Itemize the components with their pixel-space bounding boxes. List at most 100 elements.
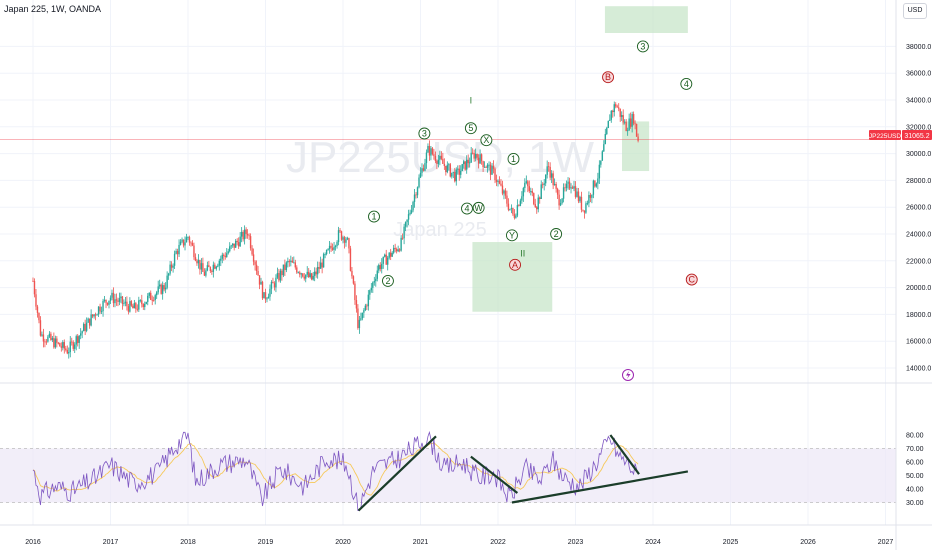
candle-body [360, 318, 362, 320]
candle-body [319, 262, 322, 269]
candle-body [71, 341, 73, 343]
candle-body [339, 230, 341, 232]
candle-body [33, 281, 36, 295]
candle-body [479, 154, 481, 164]
candle-body [376, 270, 378, 279]
candle-body [398, 249, 401, 251]
candle-body [434, 156, 437, 161]
candle-body [471, 152, 474, 154]
candle-body [229, 246, 231, 252]
candle-body [245, 229, 247, 234]
candle-body [506, 195, 508, 204]
candle-body [193, 245, 195, 258]
candle-body [574, 186, 577, 197]
candle-body [166, 275, 168, 288]
candle-body [164, 287, 167, 290]
lightning-icon[interactable] [622, 369, 634, 381]
candle-body [78, 335, 80, 343]
candle-body [591, 194, 593, 198]
candle-body [96, 314, 98, 316]
candle-body [549, 166, 551, 178]
candle-body [433, 154, 435, 157]
candle-body [355, 300, 358, 309]
candle-body [427, 145, 429, 153]
candle-body [118, 298, 121, 302]
candle-body [455, 169, 457, 182]
candle-body [114, 299, 116, 304]
candle-body [181, 239, 183, 242]
candle-body [93, 314, 95, 317]
candle-body [492, 165, 495, 169]
candle-body [418, 177, 420, 188]
candle-body [230, 245, 232, 247]
currency-button[interactable]: USD [903, 3, 927, 19]
candle-body [333, 246, 335, 250]
candle-body [121, 296, 124, 304]
candle-body [412, 201, 414, 211]
candle-body [132, 305, 134, 309]
candle-body [458, 168, 460, 175]
candle-body [516, 205, 519, 216]
candle-body [537, 197, 539, 210]
candle-body [68, 352, 70, 354]
candle-body [90, 314, 92, 326]
candle-body [69, 341, 71, 353]
candle-body [236, 240, 238, 243]
candle-body [249, 236, 252, 249]
candle-body [288, 260, 291, 262]
price-tick-label: 32000.0 [906, 124, 931, 131]
candle-body [284, 264, 286, 271]
candle-body [373, 281, 375, 283]
candle-body [263, 292, 265, 299]
wave-label-circle [680, 77, 693, 90]
candle-body [72, 342, 74, 349]
candle-body [313, 271, 316, 276]
candle-body [239, 236, 241, 247]
candle-body [586, 203, 589, 205]
candles [32, 101, 639, 359]
candle-body [187, 237, 189, 238]
candle-body [172, 265, 174, 268]
candle-body [413, 194, 416, 202]
candle-body [328, 245, 331, 249]
candle-body [498, 180, 501, 184]
candle-body [233, 243, 235, 248]
candle-body [443, 163, 446, 166]
candle-body [439, 155, 441, 160]
candle-body [144, 303, 146, 308]
candle-body [296, 267, 298, 273]
candle-body [105, 299, 107, 303]
candle-body [552, 173, 554, 186]
candle-body [531, 191, 533, 194]
candle-body [634, 123, 636, 125]
candle-body [208, 265, 210, 268]
candle-body [585, 203, 587, 213]
wave-label: I [470, 96, 473, 106]
wave-label: 5 [468, 123, 473, 133]
candle-body [150, 292, 152, 300]
candle-body [394, 247, 396, 250]
price-tick-label: 20000.0 [906, 285, 931, 292]
candle-body [77, 336, 79, 343]
candle-body [45, 341, 48, 343]
symbol-title[interactable]: Japan 225, 1W, OANDA [4, 4, 102, 14]
candle-body [327, 248, 329, 250]
wave-label: 3 [422, 129, 427, 139]
candle-body [576, 191, 578, 197]
candle-body [464, 161, 466, 170]
candle-body [66, 349, 68, 354]
candle-body [342, 237, 344, 240]
candle-body [437, 159, 440, 164]
candle-body [91, 314, 94, 317]
candle-body [287, 260, 289, 263]
wave-label: 1 [511, 154, 516, 164]
price-tick-label: 18000.0 [906, 312, 931, 319]
candle-body [62, 342, 64, 348]
candle-body [542, 184, 544, 186]
candle-body [610, 110, 612, 120]
candle-body [352, 276, 355, 284]
time-tick-label: 2027 [878, 539, 894, 546]
candle-body [136, 308, 139, 310]
candle-body [343, 237, 346, 243]
